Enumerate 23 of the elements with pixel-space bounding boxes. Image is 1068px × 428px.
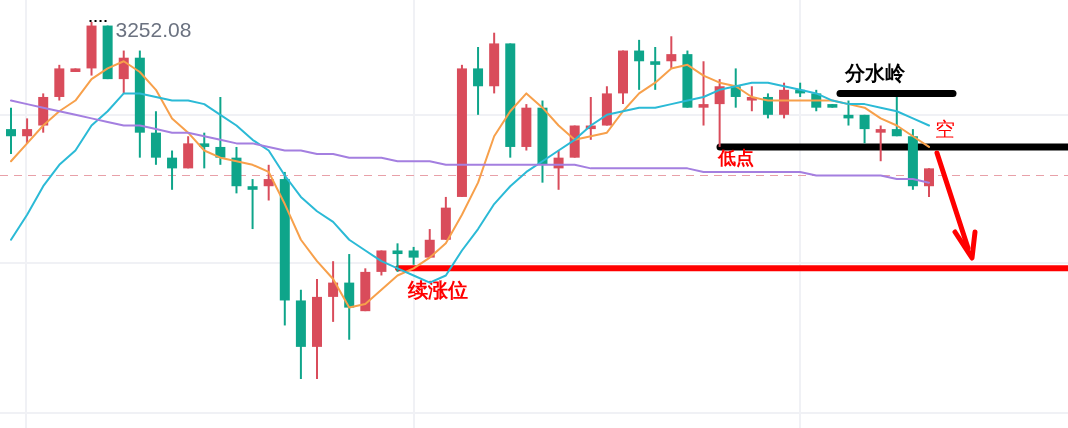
candlestick	[698, 60, 709, 127]
candlestick	[650, 45, 661, 91]
candlestick	[376, 249, 387, 277]
candlestick	[392, 242, 403, 273]
candlestick	[424, 228, 435, 259]
annotation: 3252.08	[115, 18, 192, 41]
candlestick	[924, 167, 934, 198]
ref-line-label: 低点	[717, 147, 754, 168]
candlestick	[859, 113, 870, 145]
candlestick	[875, 124, 886, 163]
candlestick	[6, 106, 16, 156]
candlestick	[247, 178, 258, 231]
candlestick	[199, 131, 210, 170]
candlestick	[22, 117, 33, 145]
ref-line-label: 分水岭	[844, 61, 906, 85]
candlestick	[473, 45, 484, 116]
candlestick	[167, 149, 178, 191]
annotation: 空	[935, 117, 955, 141]
ref-line-label: 续涨位	[407, 278, 468, 302]
candlestick	[891, 95, 902, 138]
candlestick	[328, 260, 339, 323]
candlestick	[634, 38, 645, 91]
candlestick	[666, 35, 677, 70]
